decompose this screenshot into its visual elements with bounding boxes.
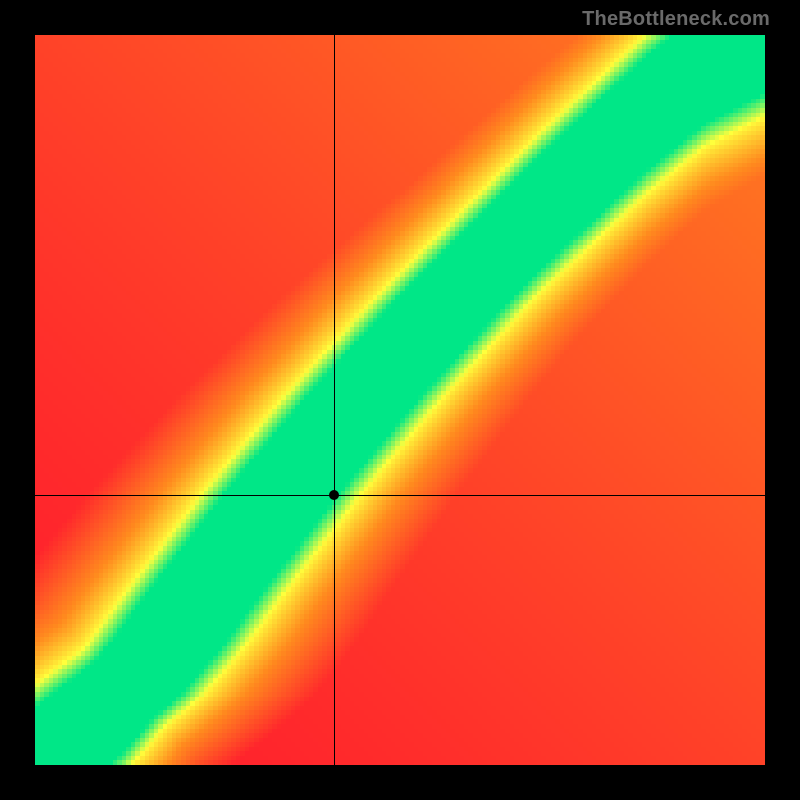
heatmap-canvas	[35, 35, 765, 765]
chart-frame: TheBottleneck.com	[0, 0, 800, 800]
watermark-text: TheBottleneck.com	[582, 8, 770, 31]
plot-area	[35, 35, 765, 765]
